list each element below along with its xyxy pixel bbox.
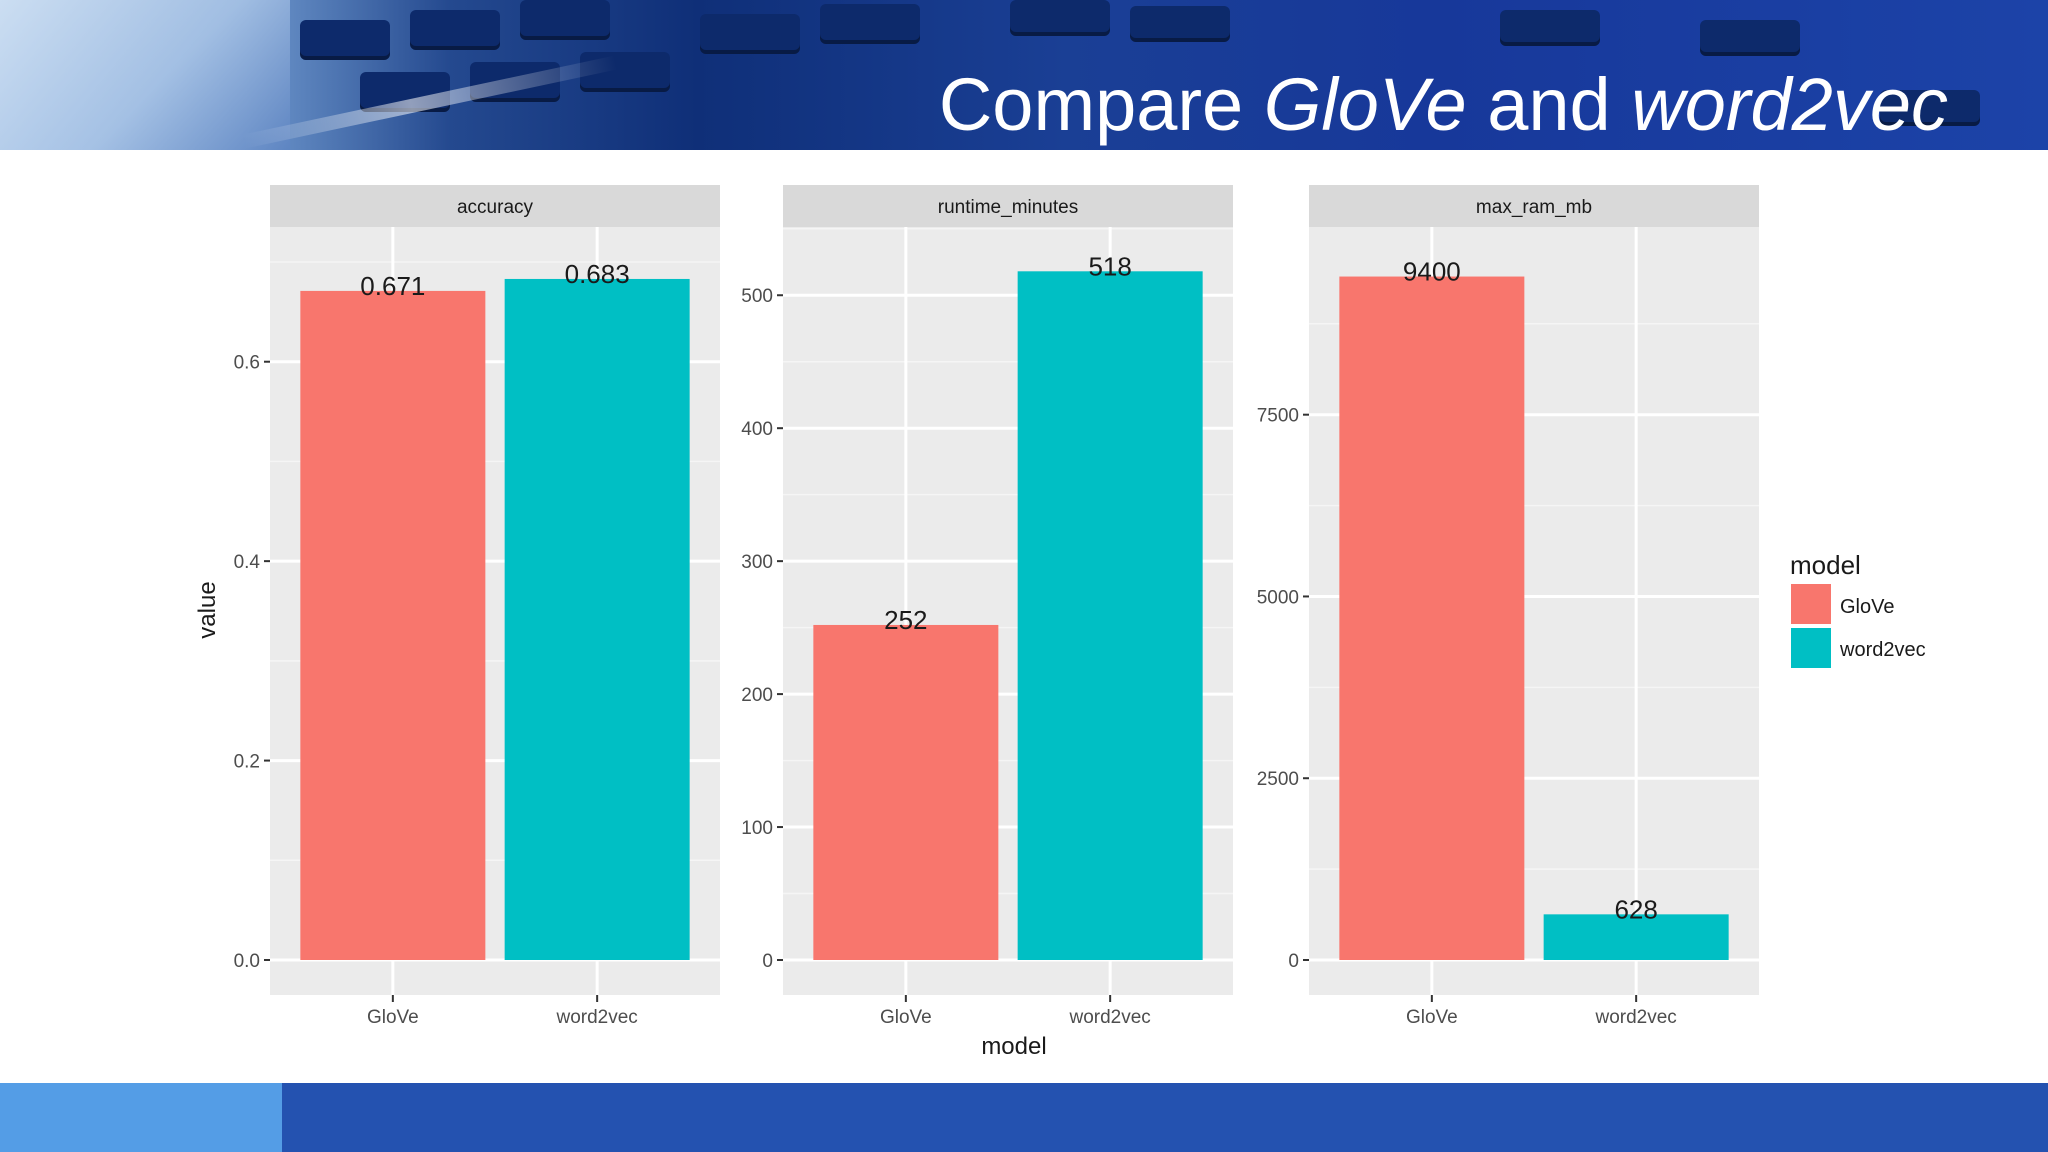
keyboard-key-image <box>1880 90 1980 126</box>
title-text: Compare <box>938 63 1264 146</box>
facet-panel-runtime-minutes: runtime_minutes 0 100 200 300 400 500 252 GloVe 5… <box>741 185 1233 1028</box>
facet-panel-max-ram-mb: max_ram_mb 0 2500 5000 7500 9400 GloVe 628 word2… <box>1257 185 1759 1028</box>
facet-strip-label: runtime_minutes <box>938 197 1078 218</box>
facet-strip-label: accuracy <box>457 197 534 218</box>
y-tick-label: 400 <box>741 419 773 440</box>
legend-swatch-word2vec <box>1791 628 1831 668</box>
bar-word2vec <box>504 278 690 960</box>
x-tick-label: word2vec <box>1594 1007 1676 1028</box>
bar-glove <box>300 290 486 961</box>
facet-strip <box>1309 185 1759 227</box>
facet-strip <box>270 185 720 227</box>
y-tick-label: 0.2 <box>234 752 260 773</box>
legend: model GloVe word2vec <box>1790 550 1926 668</box>
header-photo-left <box>0 0 290 150</box>
facet-panels: accuracy 0.0 0.2 0.4 0.6 0.671 GloVe 0.683 word2… <box>234 185 1759 1028</box>
data-label: 628 <box>1614 894 1657 924</box>
x-tick-label: word2vec <box>555 1007 637 1028</box>
facet-panel-accuracy: accuracy 0.0 0.2 0.4 0.6 0.671 GloVe 0.683 word2… <box>234 185 720 1028</box>
legend-title: model <box>1790 550 1861 580</box>
title-glove: GloVe <box>1263 63 1467 146</box>
data-label: 9400 <box>1403 257 1461 287</box>
y-tick-label: 5000 <box>1257 587 1299 608</box>
x-axis-title: model <box>981 1033 1046 1060</box>
data-label: 0.671 <box>360 271 425 301</box>
x-tick-label: word2vec <box>1068 1007 1150 1028</box>
y-axis-title: value <box>194 581 221 638</box>
y-tick-label: 300 <box>741 552 773 573</box>
header-light-streak <box>242 55 618 149</box>
legend-swatch-glove <box>1791 584 1831 624</box>
y-tick-label: 200 <box>741 685 773 706</box>
y-tick-label: 0 <box>1288 951 1299 972</box>
title-word2vec: word2vec <box>1631 63 1948 146</box>
keyboard-key-image <box>1010 0 1110 36</box>
keyboard-key-image <box>1500 10 1600 46</box>
y-tick-label: 0.6 <box>234 353 260 374</box>
y-tick-label: 0.4 <box>234 552 261 573</box>
y-tick-label: 0 <box>762 951 773 972</box>
keyboard-key-image <box>300 20 390 60</box>
footer-bar-light <box>0 1083 282 1152</box>
y-tick-label: 7500 <box>1257 406 1299 427</box>
bar-word2vec <box>1543 914 1729 960</box>
keyboard-key-image <box>410 10 500 50</box>
keyboard-key-image <box>1130 6 1230 42</box>
bar-word2vec <box>1017 271 1203 961</box>
y-tick-label: 100 <box>741 818 773 839</box>
facet-strip-label: max_ram_mb <box>1476 197 1592 218</box>
legend-label-word2vec: word2vec <box>1839 639 1926 661</box>
facet-strip <box>783 185 1233 227</box>
legend-label-glove: GloVe <box>1840 596 1894 618</box>
x-tick-label: GloVe <box>1406 1007 1458 1028</box>
data-label: 252 <box>884 605 927 635</box>
slide-title: Compare GloVe and word2vec <box>939 60 1948 150</box>
keyboard-key-image <box>1700 20 1800 56</box>
title-text: and <box>1466 63 1632 146</box>
bar-glove <box>813 624 999 960</box>
y-tick-label: 0.0 <box>234 951 260 972</box>
keyboard-key-image <box>700 14 800 54</box>
keyboard-key-image <box>520 0 610 40</box>
data-label: 518 <box>1088 251 1131 281</box>
keyboard-key-image <box>820 4 920 44</box>
x-tick-label: GloVe <box>367 1007 419 1028</box>
y-tick-label: 2500 <box>1257 769 1299 790</box>
bar-glove <box>1339 276 1525 961</box>
data-label: 0.683 <box>565 259 630 289</box>
footer-bar-dark <box>282 1083 2048 1152</box>
y-tick-label: 500 <box>741 286 773 307</box>
faceted-bar-chart: value model accuracy 0.0 0.2 0.4 0.6 0.671 Glo… <box>194 185 1926 1060</box>
slide-header-banner: Compare GloVe and word2vec <box>0 0 2048 150</box>
x-tick-label: GloVe <box>880 1007 932 1028</box>
